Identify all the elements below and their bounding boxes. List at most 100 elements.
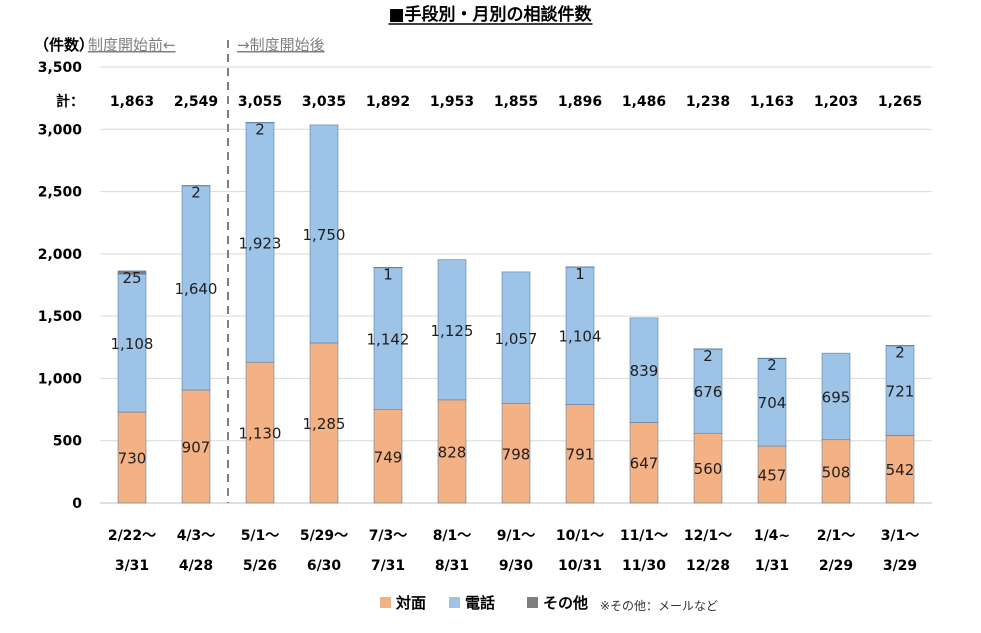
period-after-label: →制度開始後: [237, 36, 325, 54]
bars: [117, 122, 915, 504]
data-label-phone: 721: [886, 383, 915, 401]
y-unit-label: （件数）: [34, 36, 94, 54]
total-value: 1,203: [814, 94, 858, 110]
total-value: 1,163: [750, 94, 794, 110]
bar-segment-phone: [117, 273, 147, 413]
data-labels: 730 1,108 25 907 1,640 2 1,130 1,923 2 1,285 1,750…: [111, 120, 915, 484]
x-tick-label: 3/31: [115, 558, 149, 574]
data-label-face-to-face: 1,130: [239, 425, 282, 443]
x-tick-label: 11/30: [622, 558, 666, 574]
bar-segment-phone: [629, 317, 659, 423]
legend-label: その他: [543, 594, 588, 612]
bar-segment-other: [245, 122, 275, 124]
x-tick-label: 6/30: [307, 558, 342, 574]
x-tick-label: 2/22～: [108, 528, 156, 544]
data-label-face-to-face: 730: [118, 450, 147, 468]
bar-segment-face-to-face: [437, 399, 467, 504]
y-tick-label: 2,500: [38, 185, 83, 201]
data-label-phone: 1,125: [431, 322, 474, 340]
legend-swatch: [380, 597, 391, 608]
total-value: 3,055: [238, 94, 282, 110]
y-tick-label: 3,500: [38, 60, 83, 76]
total-prefix: 計：: [56, 93, 84, 110]
data-label-phone: 704: [758, 394, 787, 412]
y-tick-label: 1,500: [38, 309, 83, 325]
data-label-phone: 1,108: [111, 335, 154, 353]
bar-segment-phone: [501, 271, 531, 404]
y-tick-label: 1,000: [38, 371, 83, 387]
data-label-phone: 676: [694, 383, 723, 401]
bar-segment-other: [181, 185, 211, 187]
x-tick-label: 4/3～: [177, 528, 216, 544]
bar-segment-face-to-face: [821, 439, 851, 504]
data-label-face-to-face: 749: [374, 448, 403, 466]
period-before-label: 制度開始前←: [88, 36, 176, 54]
bar-segment-face-to-face: [885, 435, 915, 504]
data-label-face-to-face: 791: [566, 446, 595, 464]
data-label-other: 2: [703, 347, 713, 365]
x-tick-label: 3/1～: [881, 528, 920, 544]
totals-row: 1,863 2,549 3,055 3,035 1,892 1,953 1,855 1,896…: [110, 94, 922, 110]
data-label-phone: 1,057: [495, 330, 538, 348]
bar-segment-phone: [181, 185, 211, 391]
bar-segment-other: [693, 348, 723, 350]
x-tick-label: 1/31: [755, 558, 789, 574]
bar-segment-face-to-face: [117, 411, 147, 504]
data-label-face-to-face: 798: [502, 445, 531, 463]
data-label-face-to-face: 828: [438, 443, 467, 461]
data-label-phone: 839: [630, 362, 659, 380]
x-tick-label: 10/31: [558, 558, 602, 574]
data-label-face-to-face: 560: [694, 460, 723, 478]
data-label-phone: 1,923: [239, 234, 282, 252]
y-tick-label: 2,000: [38, 247, 83, 263]
y-tick-label: 500: [53, 434, 82, 450]
bar-segment-face-to-face: [693, 432, 723, 504]
legend-label: 対面: [395, 594, 426, 612]
bar-segment-face-to-face: [181, 389, 211, 504]
x-tick-label: 7/3～: [369, 528, 408, 544]
total-value: 2,549: [174, 94, 218, 110]
x-tick-label: 2/29: [819, 558, 853, 574]
x-tick-label: 5/29～: [300, 528, 348, 544]
data-label-other: 2: [255, 120, 265, 138]
x-tick-label: 5/1～: [241, 528, 280, 544]
total-value: 3,035: [302, 94, 346, 110]
x-tick-label: 10/1～: [556, 528, 604, 544]
x-tick-label: 5/26: [243, 558, 277, 574]
x-axis: 2/22～ 3/31 4/3～ 4/28 5/1～ 5/26 5/29～ 6/30 7/3～ 7/…: [108, 40, 919, 574]
total-value: 1,892: [366, 94, 410, 110]
data-label-phone: 1,104: [559, 328, 602, 346]
chart-title: ■手段別・月別の相談件数: [388, 4, 592, 25]
total-value: 1,238: [686, 94, 730, 110]
data-label-other: 2: [191, 183, 201, 201]
x-tick-label: 4/28: [179, 558, 213, 574]
bar-segment-face-to-face: [245, 361, 275, 504]
bar-segment-face-to-face: [565, 404, 595, 504]
x-tick-label: 9/1～: [497, 528, 536, 544]
legend-swatch: [449, 597, 460, 608]
x-tick-label: 8/1～: [433, 528, 472, 544]
bar-segment-other: [885, 345, 915, 347]
data-label-face-to-face: 542: [886, 461, 915, 479]
bar-segment-phone: [245, 122, 275, 363]
data-label-phone: 1,142: [367, 331, 410, 349]
data-label-other: 2: [767, 356, 777, 374]
total-value: 1,863: [110, 94, 154, 110]
data-label-other: 1: [383, 265, 393, 283]
bar-segment-phone: [373, 267, 403, 410]
x-tick-label: 1/4~: [754, 528, 790, 544]
bar-segment-face-to-face: [501, 403, 531, 504]
x-tick-label: 2/1～: [817, 528, 856, 544]
data-label-phone: 1,640: [175, 280, 218, 298]
x-tick-label: 9/30: [499, 558, 534, 574]
data-label-phone: 695: [822, 388, 851, 406]
data-label-face-to-face: 457: [758, 467, 787, 485]
legend-note: ※その他：メールなど: [600, 599, 718, 613]
bar-segment-other: [757, 357, 787, 359]
legend-swatch: [527, 597, 538, 608]
data-label-other: 2: [895, 343, 905, 361]
data-label-other: 1: [575, 265, 585, 283]
legend-label: 電話: [465, 594, 495, 612]
total-value: 1,953: [430, 94, 474, 110]
